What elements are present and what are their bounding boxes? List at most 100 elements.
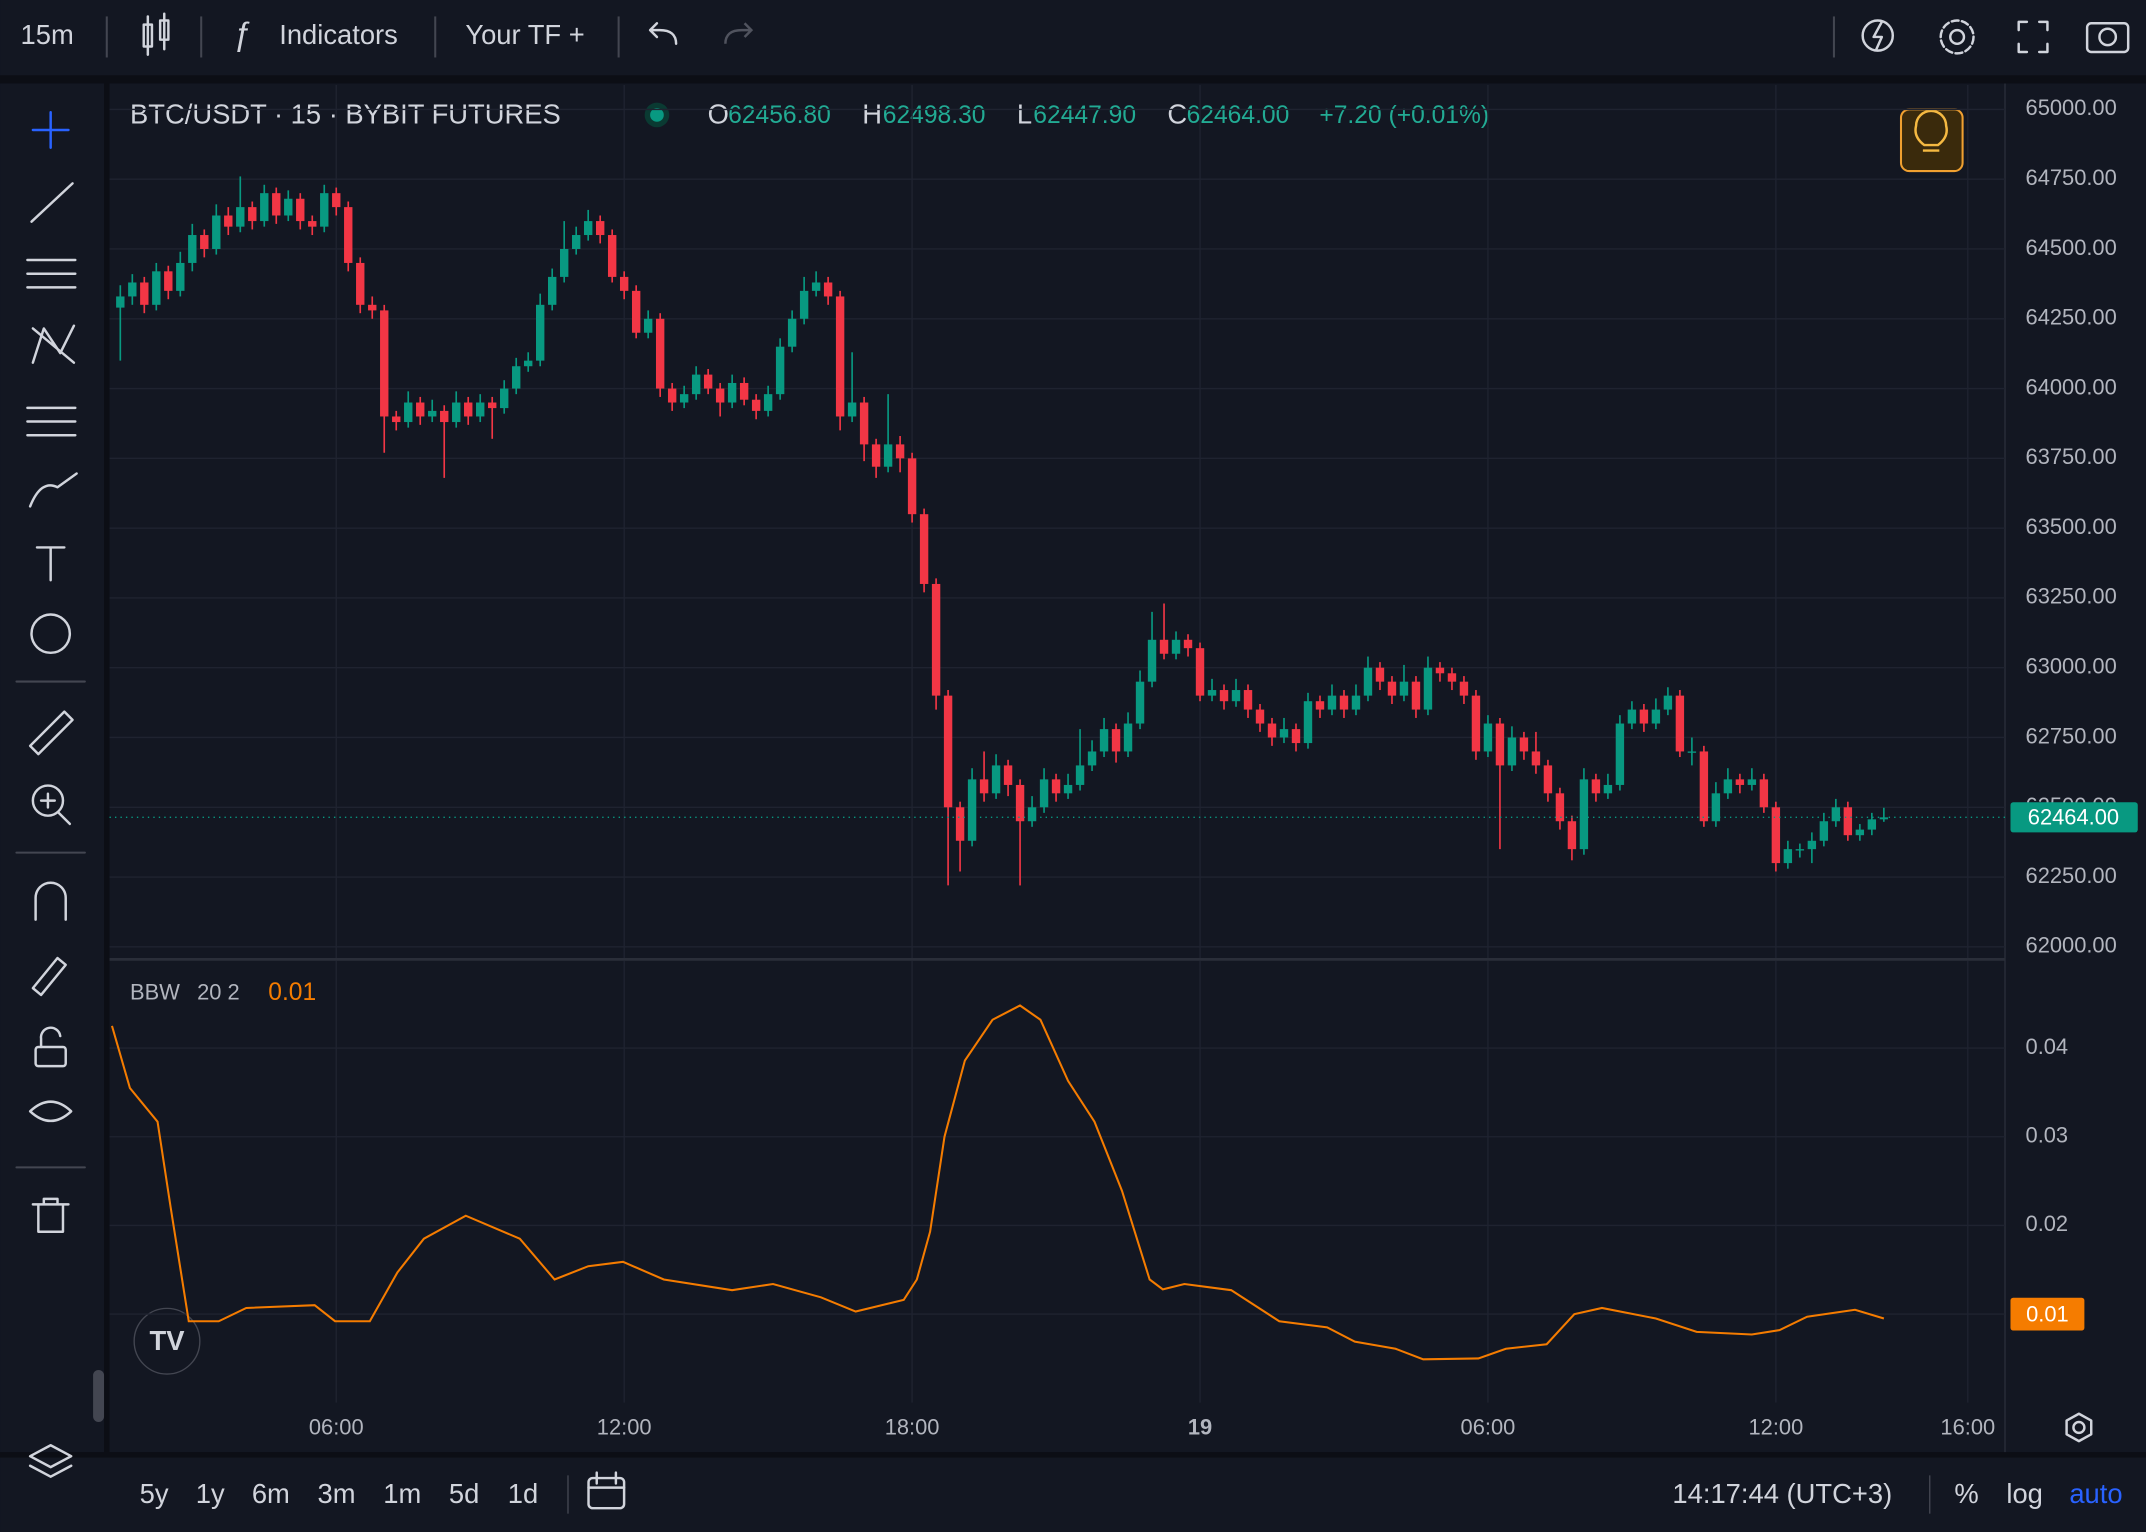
candle-body (1831, 807, 1841, 822)
crosshair-tool[interactable] (31, 110, 70, 150)
indicator-pane (109, 960, 2006, 1403)
zoom-tool[interactable] (31, 784, 72, 826)
settings-icon[interactable] (1939, 19, 1975, 55)
candle-body (595, 221, 605, 236)
candle-body (1303, 701, 1313, 744)
y-tick-label: 63500.00 (2026, 514, 2117, 539)
y-tick-label: 0.03 (2026, 1123, 2069, 1148)
indicator-tag-label: 0.01 (2026, 1301, 2069, 1326)
y-tick-label: 63250.00 (2026, 584, 2117, 609)
snapshot-icon[interactable] (2085, 22, 2130, 54)
log-toggle[interactable]: log (2006, 1478, 2043, 1509)
range-button[interactable]: 5y (140, 1478, 169, 1509)
lock-draw-tool[interactable] (31, 956, 67, 997)
timeframe-button[interactable]: Your TF + (465, 19, 584, 50)
range-button[interactable]: 1d (508, 1478, 538, 1509)
legend-change: +7.20 (+0.01%) (1319, 102, 1489, 129)
candle-body (1543, 765, 1553, 794)
candle-body (1387, 681, 1397, 696)
candle-body (1783, 849, 1793, 864)
range-button[interactable]: 3m (318, 1478, 356, 1509)
trash-tool[interactable] (31, 1197, 70, 1233)
layers-icon[interactable] (28, 1443, 73, 1478)
candle-body (1651, 709, 1661, 724)
goto-date[interactable] (587, 1471, 626, 1510)
candle-body (1135, 681, 1145, 724)
candle-body (368, 304, 377, 311)
forecast-tool[interactable] (26, 406, 77, 437)
fib-tool[interactable] (26, 258, 77, 289)
ruler-tool[interactable] (28, 710, 74, 756)
candle-body (164, 271, 173, 291)
candle-body (691, 374, 701, 395)
candle-body (619, 276, 629, 291)
range-button[interactable]: 5d (449, 1478, 479, 1509)
interval-button[interactable]: 15m (21, 19, 74, 50)
candle-body (1291, 729, 1301, 744)
range-button[interactable]: 1m (383, 1478, 421, 1509)
lock-tool[interactable] (34, 1026, 67, 1068)
range-button[interactable]: 1y (196, 1478, 225, 1509)
candle-body (380, 310, 389, 417)
candle-body (1615, 723, 1625, 785)
candle-body (212, 215, 221, 249)
text-tool[interactable] (35, 546, 66, 582)
ideas-button[interactable] (1899, 108, 1964, 173)
candle-body (1099, 729, 1109, 752)
candle-body (1375, 667, 1385, 682)
y-tick-label: 64250.00 (2026, 305, 2117, 330)
candle-body (1231, 690, 1241, 702)
indicators-button[interactable]: Indicators (279, 19, 398, 50)
candle-body (1507, 737, 1517, 766)
candle-body (883, 444, 893, 467)
candle-body (404, 402, 413, 423)
visibility-tool[interactable] (28, 1100, 73, 1123)
trendline-tool[interactable] (30, 182, 74, 223)
candle-body (1591, 779, 1601, 794)
range-button[interactable]: 6m (252, 1478, 290, 1509)
candle-body (1675, 695, 1685, 752)
axis-settings[interactable] (2065, 1412, 2093, 1443)
candle-body (1039, 779, 1049, 808)
candle-body (847, 402, 857, 417)
candle-body (440, 410, 449, 423)
fullscreen-icon[interactable] (2017, 20, 2049, 54)
candle-body (296, 198, 305, 222)
candle-body (535, 304, 545, 361)
price-tag-label: 62464.00 (2028, 804, 2119, 829)
percent-toggle[interactable]: % (1954, 1478, 1978, 1509)
candle-body (1267, 723, 1277, 738)
auto-toggle[interactable]: auto (2069, 1478, 2122, 1509)
candle-body (1447, 673, 1457, 682)
candle-body (1639, 709, 1649, 724)
candle-body (1663, 695, 1673, 710)
candle-body (1003, 765, 1013, 785)
legend-close: 62464.00 (1187, 102, 1290, 129)
candle-body (1603, 784, 1613, 794)
chart-area (109, 83, 2146, 1453)
candle-body (583, 221, 593, 236)
chart-type-icon[interactable] (142, 12, 170, 56)
x-tick-label: 19 (1188, 1415, 1212, 1440)
emoji-tool[interactable] (30, 613, 72, 655)
y-tick-label: 64750.00 (2026, 165, 2117, 190)
candle-body (188, 235, 197, 263)
tv-logo[interactable]: TV (133, 1307, 201, 1375)
magnet-tool[interactable] (34, 881, 67, 921)
candle-body (452, 402, 461, 423)
candle-body (991, 765, 1001, 794)
undo-icon[interactable] (648, 22, 678, 46)
brush-tool[interactable] (28, 472, 78, 508)
alert-icon[interactable] (1861, 19, 1895, 52)
market-status-dot (650, 108, 664, 122)
y-tick-label: 65000.00 (2026, 95, 2117, 120)
indicators-icon[interactable]: ƒ (233, 14, 251, 53)
candle-body (464, 402, 473, 417)
candle-body (1207, 690, 1217, 696)
candle-body (1807, 840, 1817, 850)
pattern-tool[interactable] (31, 324, 76, 364)
candle-body (488, 402, 497, 409)
candle-body (1279, 729, 1289, 738)
candle-body (907, 458, 917, 515)
